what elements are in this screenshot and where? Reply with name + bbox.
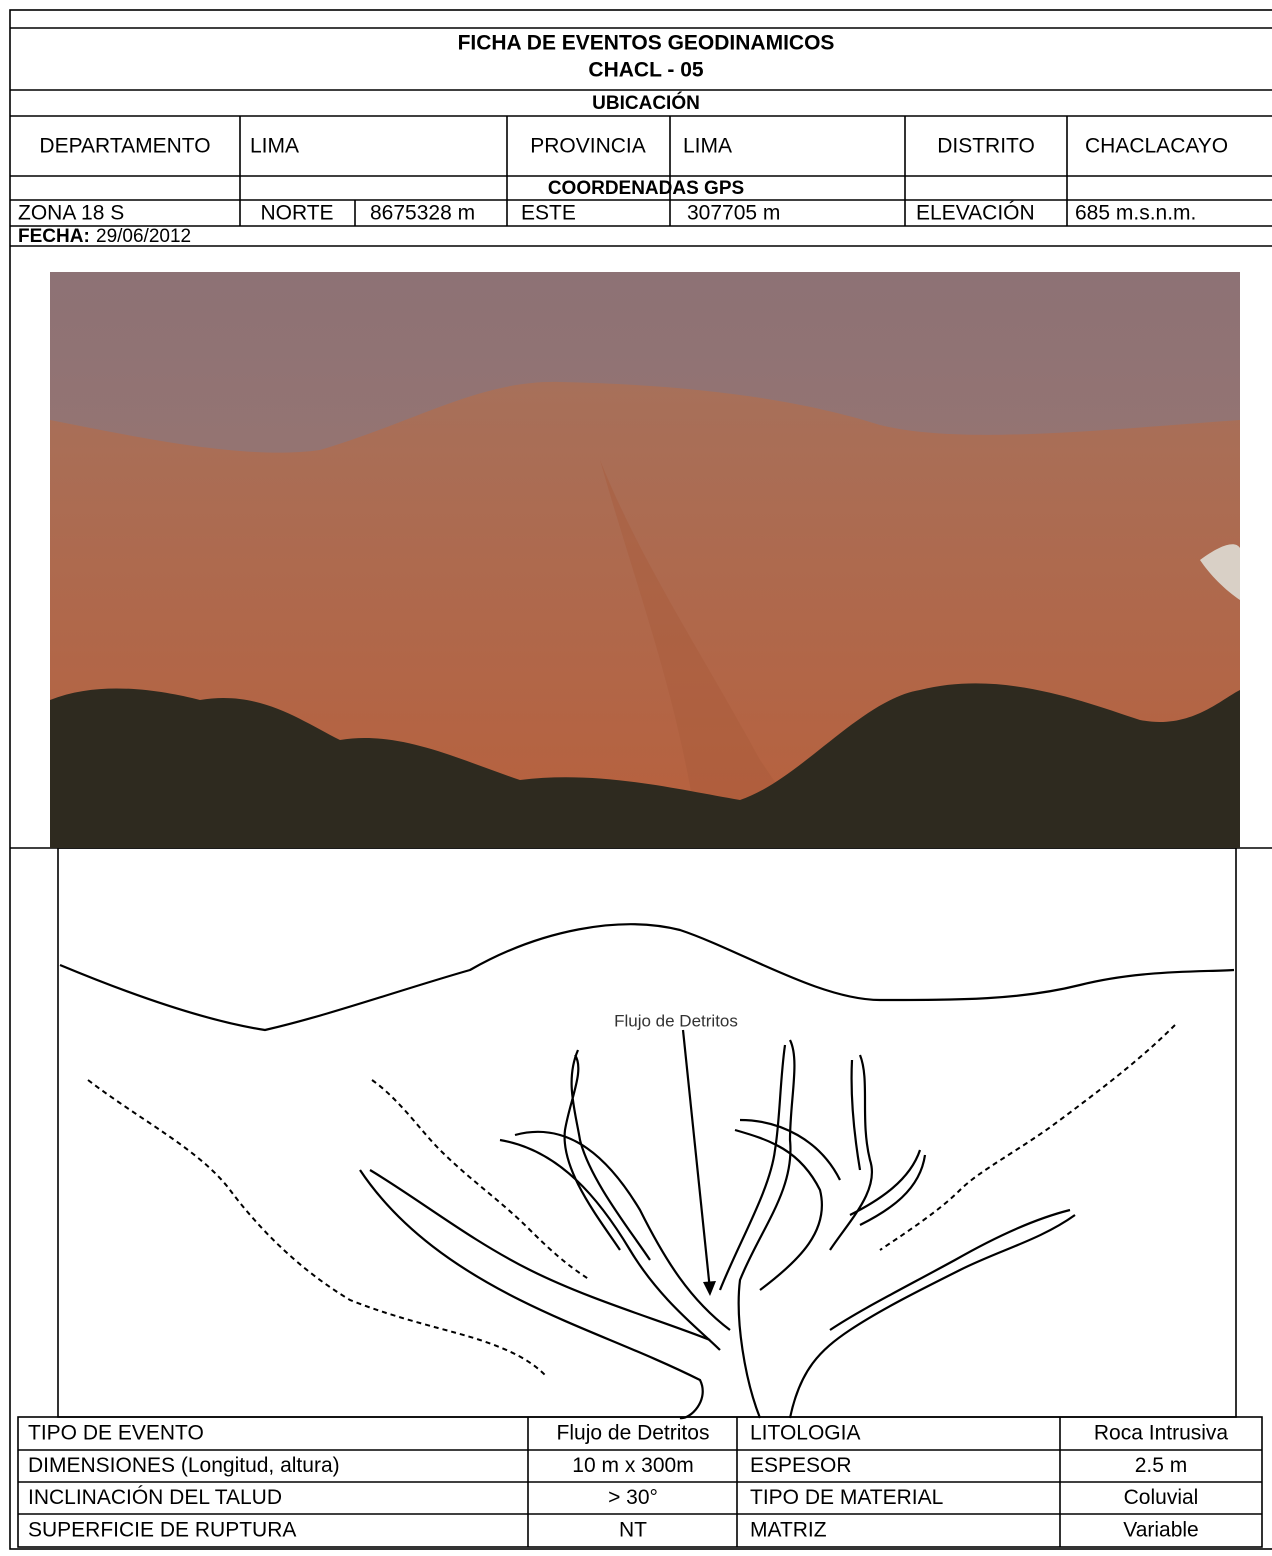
cell: LIMA (683, 135, 732, 158)
date-value: 29/06/2012 (96, 226, 191, 247)
title: FICHA DE EVENTOS GEODINAMICOS (458, 32, 835, 55)
detail-cell: INCLINACIÓN DEL TALUD (28, 1486, 282, 1509)
detail-cell: LITOLOGIA (750, 1422, 861, 1445)
detail-cell: DIMENSIONES (Longitud, altura) (28, 1454, 340, 1477)
cell: 307705 m (687, 202, 780, 225)
detail-cell: TIPO DE MATERIAL (750, 1486, 943, 1509)
form: Flujo de Detritos FICHA DE EVENTOS GEODI… (0, 0, 1272, 1551)
cell: DEPARTAMENTO (39, 135, 210, 158)
detail-cell: Roca Intrusiva (1094, 1422, 1229, 1445)
cell: PROVINCIA (530, 135, 646, 158)
cell: 8675328 m (370, 202, 475, 225)
detail-cell: TIPO DE EVENTO (28, 1422, 204, 1445)
cell: LIMA (250, 135, 299, 158)
detail-cell: Flujo de Detritos (557, 1422, 710, 1445)
detail-cell: MATRIZ (750, 1518, 827, 1541)
cell: DISTRITO (937, 135, 1035, 158)
sketch-label: Flujo de Detritos (614, 1011, 738, 1030)
detail-cell: NT (619, 1518, 647, 1541)
section-heading: UBICACIÓN (592, 92, 700, 114)
detail-cell: 2.5 m (1135, 1454, 1188, 1477)
code: CHACL - 05 (588, 59, 703, 82)
detail-cell: ESPESOR (750, 1454, 852, 1477)
detail-cell: Variable (1123, 1518, 1199, 1541)
date-label: FECHA: (18, 226, 90, 247)
cell: ESTE (521, 202, 576, 225)
cell: NORTE (260, 202, 333, 225)
cell: CHACLACAYO (1085, 135, 1228, 158)
cell: 685 m.s.n.m. (1075, 202, 1196, 225)
cell: ELEVACIÓN (916, 202, 1035, 225)
section-heading: COORDENADAS GPS (548, 178, 744, 199)
detail-cell: > 30° (608, 1486, 658, 1509)
sketch: Flujo de Detritos (60, 924, 1234, 1418)
detail-cell: SUPERFICIE DE RUPTURA (28, 1518, 296, 1541)
detail-cell: 10 m x 300m (572, 1454, 693, 1477)
page: Flujo de Detritos FICHA DE EVENTOS GEODI… (0, 0, 1272, 1551)
detail-cell: Coluvial (1124, 1486, 1199, 1509)
photo (50, 272, 1240, 848)
cell: ZONA 18 S (18, 202, 124, 225)
